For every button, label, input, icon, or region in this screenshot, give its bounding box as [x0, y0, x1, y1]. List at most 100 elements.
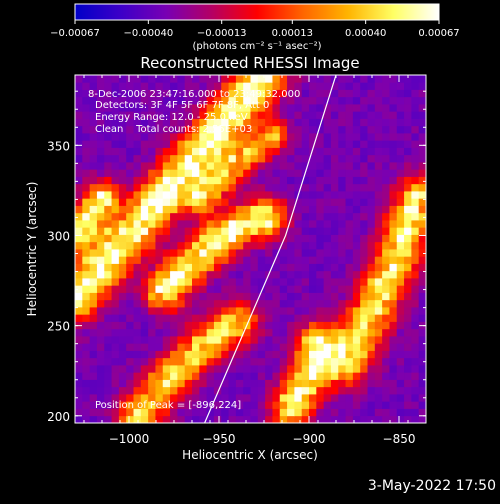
heatmap-cell: [272, 249, 281, 257]
heatmap-cell: [184, 299, 193, 308]
heatmap-cell: [111, 133, 120, 141]
heatmap-cell: [257, 401, 266, 409]
heatmap-cell: [382, 220, 390, 228]
heatmap-cell: [411, 125, 420, 134]
heatmap-cell: [104, 241, 112, 250]
heatmap-cell: [104, 82, 112, 90]
heatmap-cell: [374, 401, 383, 409]
heatmap-cell: [235, 104, 244, 112]
heatmap-cell: [162, 191, 171, 199]
heatmap-cell: [352, 162, 361, 170]
heatmap-cell: [192, 212, 200, 221]
heatmap-cell: [111, 328, 120, 337]
heatmap-cell: [404, 176, 412, 185]
heatmap-cell: [75, 379, 83, 388]
heatmap-cell: [382, 169, 390, 177]
heatmap-cell: [111, 343, 120, 351]
heatmap-cell: [243, 357, 251, 366]
heatmap-cell: [352, 343, 361, 351]
heatmap-cell: [265, 104, 273, 112]
heatmap-cell: [272, 415, 281, 423]
heatmap-cell: [111, 111, 120, 119]
heatmap-cell: [162, 220, 171, 228]
heatmap-cell: [213, 408, 222, 417]
heatmap-cell: [75, 307, 83, 315]
heatmap-cell: [118, 96, 127, 105]
heatmap-cell: [148, 241, 156, 250]
heatmap-cell: [184, 147, 193, 156]
heatmap-cell: [374, 75, 383, 83]
heatmap-cell: [287, 133, 295, 141]
heatmap-cell: [352, 365, 361, 373]
heatmap-cell: [228, 133, 237, 141]
heatmap-cell: [199, 198, 208, 206]
heatmap-cell: [213, 162, 222, 170]
heatmap-cell: [206, 220, 215, 228]
heatmap-cell: [367, 278, 376, 286]
heatmap-cell: [133, 227, 142, 235]
heatmap-cell: [374, 227, 383, 235]
heatmap-cell: [389, 118, 398, 127]
heatmap-cell: [418, 379, 426, 388]
heatmap-cell: [265, 191, 273, 199]
heatmap-cell: [374, 386, 383, 395]
heatmap-cell: [235, 227, 244, 235]
heatmap-cell: [250, 82, 259, 90]
heatmap-cell: [338, 408, 346, 417]
heatmap-cell: [177, 111, 186, 119]
heatmap-cell: [330, 104, 339, 112]
annotation-clean: Clean Total counts: 2.55E+03: [95, 124, 252, 135]
heatmap-cell: [272, 372, 281, 380]
heatmap-cell: [192, 241, 200, 250]
heatmap-cell: [126, 241, 134, 250]
heatmap-cell: [338, 227, 346, 235]
heatmap-cell: [170, 249, 178, 257]
heatmap-cell: [389, 191, 398, 199]
heatmap-cell: [374, 270, 383, 279]
heatmap-cell: [155, 234, 164, 243]
heatmap-cell: [279, 89, 288, 98]
heatmap-cell: [111, 118, 120, 127]
heatmap-cell: [96, 183, 105, 192]
heatmap-cell: [192, 183, 200, 192]
heatmap-cell: [309, 328, 317, 337]
heatmap-cell: [382, 183, 390, 192]
heatmap-cell: [411, 386, 420, 395]
heatmap-cell: [360, 111, 368, 119]
heatmap-cell: [221, 133, 229, 141]
heatmap-cell: [133, 415, 142, 423]
heatmap-cell: [228, 125, 237, 134]
heatmap-cell: [309, 82, 317, 90]
heatmap-cell: [170, 256, 178, 264]
heatmap-cell: [89, 328, 98, 337]
heatmap-cell: [177, 220, 186, 228]
heatmap-cell: [323, 205, 332, 214]
heatmap-cell: [148, 191, 156, 199]
heatmap-cell: [148, 249, 156, 257]
heatmap-cell: [294, 147, 303, 156]
y-tick-label: 200: [47, 410, 70, 424]
heatmap-cell: [294, 278, 303, 286]
heatmap-cell: [89, 104, 98, 112]
heatmap-cell: [104, 365, 112, 373]
heatmap-cell: [418, 263, 426, 272]
heatmap-cell: [228, 357, 237, 366]
heatmap-cell: [228, 75, 237, 83]
heatmap-cell: [316, 299, 325, 308]
heatmap-cell: [221, 82, 229, 90]
heatmap-cell: [213, 133, 222, 141]
heatmap-cell: [89, 147, 98, 156]
heatmap-cell: [250, 205, 259, 214]
heatmap-cell: [338, 343, 346, 351]
heatmap-cell: [352, 285, 361, 293]
heatmap-cell: [250, 154, 259, 163]
heatmap-cell: [309, 299, 317, 308]
heatmap-cell: [104, 249, 112, 257]
heatmap-cell: [162, 379, 171, 388]
heatmap-cell: [228, 256, 237, 264]
heatmap-cell: [177, 292, 186, 301]
heatmap-cell: [301, 415, 310, 423]
heatmap-cell: [352, 198, 361, 206]
heatmap-cell: [382, 104, 390, 112]
